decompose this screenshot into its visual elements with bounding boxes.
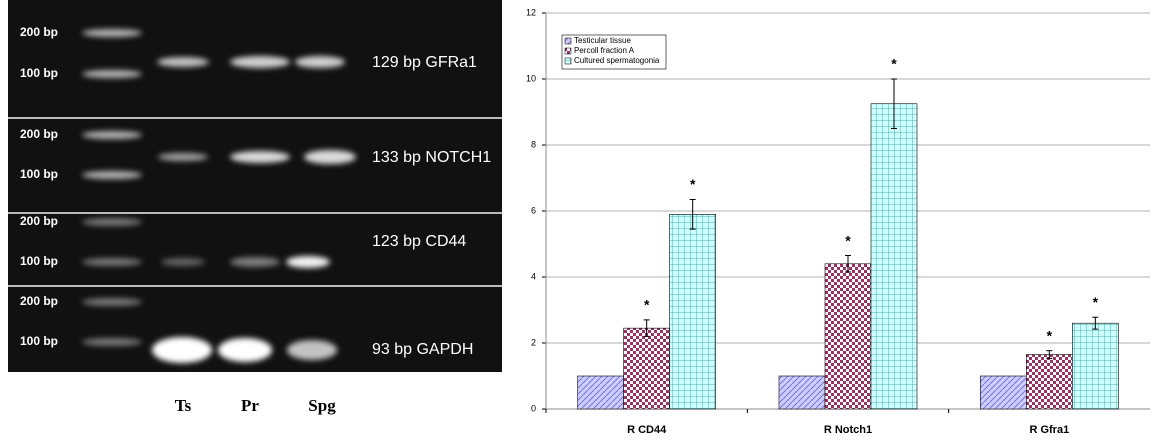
figure: 200 bp 100 bp 129 bp GFRa1 200 bp 100 bp 133 … xyxy=(0,0,1154,439)
ladder-band xyxy=(82,29,142,37)
ladder-label: 100 bp xyxy=(20,66,58,80)
bar xyxy=(1072,323,1118,409)
bar xyxy=(578,376,624,409)
gel-divider xyxy=(8,285,502,287)
ladder-band xyxy=(82,131,142,139)
gel-band xyxy=(158,153,208,161)
legend-label: Testicular tissue xyxy=(574,36,631,45)
significance-mark: * xyxy=(644,297,650,313)
gel-band xyxy=(286,256,330,268)
gel-band xyxy=(161,258,205,266)
gel-band xyxy=(230,56,290,68)
ladder-label: 200 bp xyxy=(20,294,58,308)
significance-mark: * xyxy=(1047,327,1053,343)
ladder-label: 200 bp xyxy=(20,127,58,141)
legend-label: Percoll fraction A xyxy=(574,46,635,55)
y-tick-label: 10 xyxy=(526,73,536,83)
y-tick-label: 0 xyxy=(531,403,536,413)
gel-band xyxy=(152,337,212,363)
band-label: 93 bp GAPDH xyxy=(372,341,473,358)
bar xyxy=(825,264,871,409)
ladder-label: 100 bp xyxy=(20,334,58,348)
gel-divider xyxy=(8,117,502,119)
gel-band xyxy=(304,150,356,164)
significance-mark: * xyxy=(1093,294,1099,310)
lane-label: Spg xyxy=(308,396,336,415)
ladder-label: 200 bp xyxy=(20,25,58,39)
bar xyxy=(624,328,670,409)
legend-label: Cultured spermatogonia xyxy=(574,56,660,65)
y-tick-label: 2 xyxy=(531,337,536,347)
x-tick-label: R CD44 xyxy=(627,424,667,436)
legend-swatch xyxy=(565,48,571,54)
legend-swatch xyxy=(565,58,571,64)
bar xyxy=(779,376,825,409)
x-tick-label: R Gfra1 xyxy=(1029,424,1069,436)
gel-band xyxy=(218,338,272,362)
ladder-band xyxy=(82,70,142,78)
y-tick-label: 6 xyxy=(531,205,536,215)
bar xyxy=(980,376,1026,409)
lane-label: Ts xyxy=(175,396,192,415)
gel-band xyxy=(230,151,290,163)
bar xyxy=(1026,355,1072,409)
significance-mark: * xyxy=(690,176,696,192)
ladder-band xyxy=(82,171,142,179)
ladder-band xyxy=(82,258,142,266)
gel-band xyxy=(295,56,345,68)
ladder-band xyxy=(82,338,142,346)
band-label: 123 bp CD44 xyxy=(372,233,466,250)
significance-mark: * xyxy=(891,56,897,72)
ladder-label: 100 bp xyxy=(20,254,58,268)
band-label: 133 bp NOTCH1 xyxy=(372,149,491,166)
lane-label: Pr xyxy=(241,396,259,415)
band-label: 129 bp GFRa1 xyxy=(372,54,477,71)
y-tick-label: 8 xyxy=(531,139,536,149)
significance-mark: * xyxy=(845,232,851,248)
gel-band xyxy=(287,340,337,360)
ladder-label: 100 bp xyxy=(20,167,58,181)
bar xyxy=(670,214,716,409)
y-tick-label: 12 xyxy=(526,7,536,17)
gel-divider xyxy=(8,212,502,214)
ladder-label: 200 bp xyxy=(20,214,58,228)
legend-swatch xyxy=(565,38,571,44)
gel-image: 200 bp 100 bp 129 bp GFRa1 200 bp 100 bp 133 … xyxy=(8,0,502,372)
y-tick-label: 4 xyxy=(531,271,536,281)
bar-chart: 0 2 4 6 8 10 12 R CD44 * * R Notch1 * * R Gfra1 * * Test… xyxy=(526,7,1150,436)
bar xyxy=(871,104,917,409)
gel-band xyxy=(157,57,209,67)
ladder-band xyxy=(82,218,142,226)
gel-band xyxy=(230,257,280,267)
ladder-band xyxy=(82,298,142,306)
x-tick-label: R Notch1 xyxy=(824,424,872,436)
